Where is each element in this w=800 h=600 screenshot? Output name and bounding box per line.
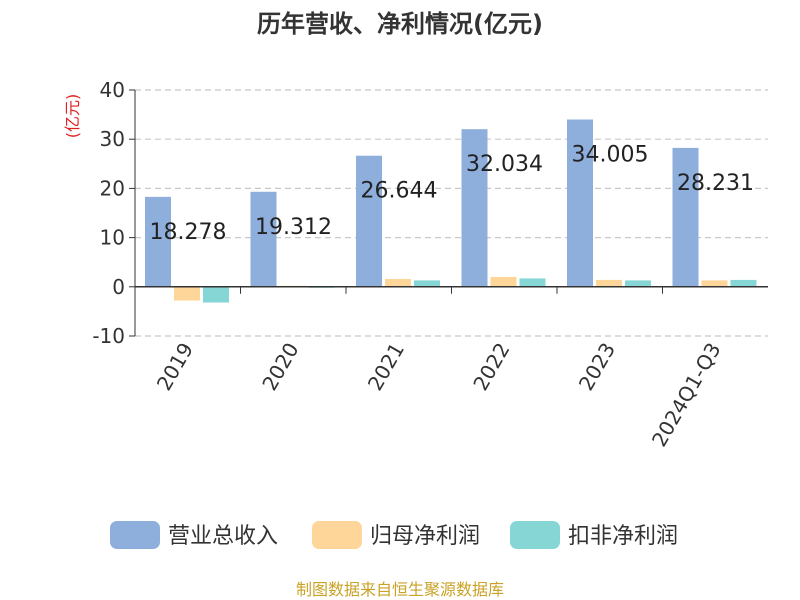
data-label: 28.231 <box>677 171 754 196</box>
bar-revenue <box>672 147 699 287</box>
data-label: 18.278 <box>150 220 227 245</box>
chart-title: 历年营收、净利情况(亿元) <box>257 10 543 38</box>
legend-swatch <box>510 521 560 549</box>
y-tick-label: 10 <box>100 226 125 250</box>
data-label: 26.644 <box>361 179 438 204</box>
bar-revenue <box>250 191 277 287</box>
data-label: 32.034 <box>466 152 543 177</box>
source-note: 制图数据来自恒生聚源数据库 <box>296 580 504 599</box>
bar-net-profit <box>385 278 411 287</box>
legend-swatch <box>110 521 160 549</box>
x-tick-label: 2022 <box>468 339 514 395</box>
y-tick-label: -10 <box>92 324 125 348</box>
data-labels: 18.278 19.312 26.644 32.034 34.005 28.231 <box>150 142 754 244</box>
bar-revenue <box>567 119 593 287</box>
bar-net-profit <box>490 276 517 287</box>
bar-deducted-net-profit <box>625 280 651 287</box>
bar-deducted-net-profit <box>414 280 440 287</box>
x-tick-label: 2024Q1-Q3 <box>647 339 726 451</box>
data-label: 34.005 <box>572 142 649 167</box>
x-tick-label: 2021 <box>363 339 409 395</box>
y-tick-label: 0 <box>112 275 125 299</box>
bars <box>145 119 757 303</box>
bar-net-profit <box>596 279 622 287</box>
legend-label: 扣非净利润 <box>568 524 678 549</box>
x-tick-label: 2020 <box>257 339 303 395</box>
y-tick-label: 40 <box>100 78 125 102</box>
data-label: 19.312 <box>255 215 332 240</box>
grid <box>135 89 768 337</box>
y-axis-label: (亿元) <box>63 94 82 139</box>
bar-deducted-net-profit <box>519 278 546 287</box>
bar-deducted-net-profit <box>730 279 757 287</box>
legend-label: 营业总收入 <box>168 524 278 549</box>
legend-swatch <box>312 521 362 549</box>
x-tick-label: 2023 <box>574 339 620 395</box>
bar-deducted-net-profit <box>203 286 229 303</box>
y-tick-label: 20 <box>100 176 125 200</box>
axes: -10 0 10 20 30 40 2019 2020 2021 2022 2023 2024Q1-Q… <box>92 78 768 451</box>
y-tick-label: 30 <box>100 127 125 151</box>
bar-net-profit <box>701 280 728 287</box>
bar-net-profit <box>174 286 200 301</box>
x-tick-label: 2019 <box>152 339 198 395</box>
legend: 营业总收入 归母净利润 扣非净利润 <box>110 521 678 549</box>
bar-revenue <box>145 196 171 287</box>
bar-revenue <box>356 155 382 287</box>
legend-label: 归母净利润 <box>370 524 480 549</box>
bar-revenue <box>461 129 488 287</box>
